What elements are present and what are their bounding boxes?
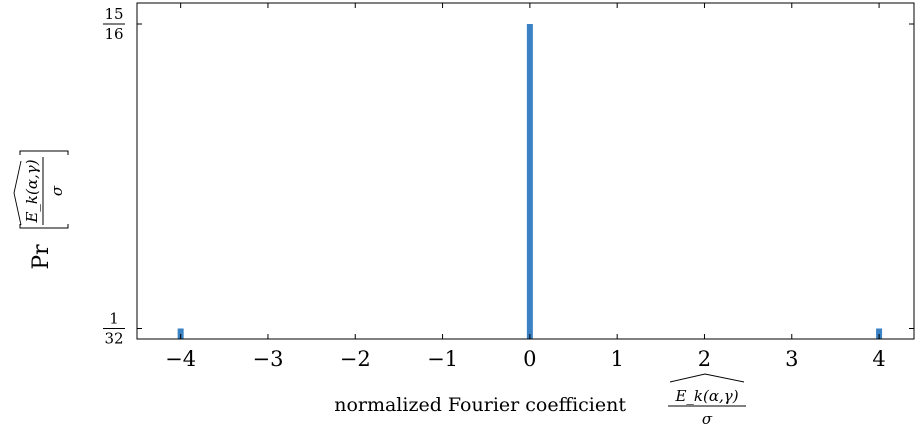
y-axis-label-text: Pr: [29, 244, 54, 270]
x-tick-label-1: −3: [252, 347, 283, 371]
x-tick-label-0: −4: [165, 347, 196, 371]
x-axis-label-fraction-numerator: E_k(α,γ): [674, 387, 738, 405]
y-axis-label-right-bracket: [19, 150, 69, 155]
x-tick-label-2: −2: [340, 347, 371, 371]
ticks-layer: [137, 3, 914, 339]
x-tick-label-4: 0: [523, 347, 536, 371]
x-tick-label-8: 4: [872, 347, 885, 371]
y-tick-label-denominator-1: 16: [104, 25, 123, 43]
y-axis-label-fraction-numerator: E_k(α,γ): [23, 159, 41, 223]
x-axis-label-hat: [669, 373, 745, 383]
y-axis-label-left-bracket: [19, 224, 69, 229]
y-tick-label-numerator-0: 1: [109, 310, 119, 328]
plot-frame: [136, 2, 915, 340]
y-tick-label-0: 132: [103, 310, 125, 348]
x-tick-label-3: −1: [427, 347, 458, 371]
y-axis-label: Pr E_k(α,γ) σ: [13, 150, 69, 270]
bars-layer: [177, 24, 883, 339]
x-tick-label-7: 3: [785, 347, 798, 371]
bar-1: [526, 24, 533, 339]
x-axis-label: normalized Fourier coefficient E_k(α,γ) …: [334, 373, 746, 428]
x-tick-labels: −4 −3 −2 −1 0 1 2 3 4: [165, 347, 886, 371]
x-tick-label-6: 2: [698, 347, 711, 371]
y-axis-label-hat: [13, 160, 22, 226]
y-axis-label-fraction-denominator: σ: [48, 185, 66, 196]
bar-2: [876, 328, 883, 339]
x-axis-label-fraction-denominator: σ: [702, 410, 713, 428]
x-tick-label-5: 1: [610, 347, 623, 371]
bar-0: [177, 328, 184, 339]
y-tick-label-numerator-1: 15: [104, 5, 123, 23]
x-axis-label-text: normalized Fourier coefficient: [334, 394, 626, 416]
y-tick-label-denominator-0: 32: [104, 330, 123, 348]
